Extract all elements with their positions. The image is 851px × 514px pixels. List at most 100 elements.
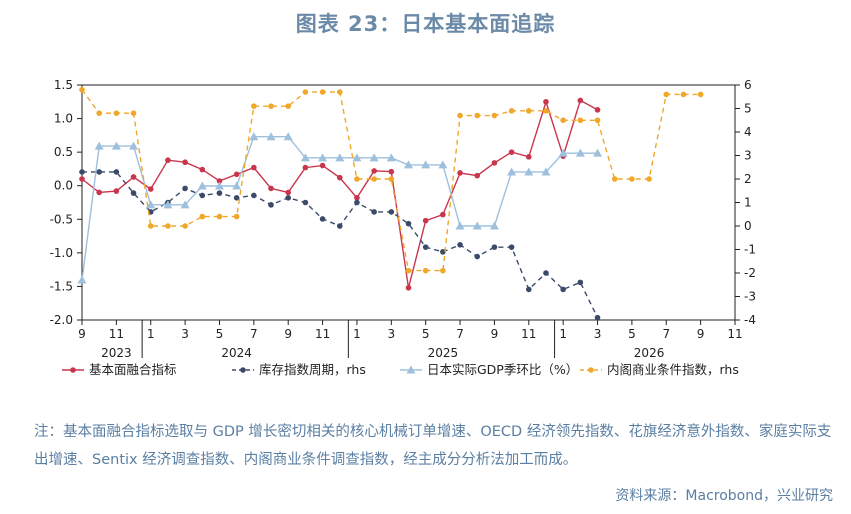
data-point xyxy=(113,188,120,194)
source-note: 资料来源：Macrobond，兴业研究 xyxy=(615,488,833,504)
legend-label: 内阁商业条件指数，rhs xyxy=(607,362,739,377)
data-point xyxy=(354,176,360,182)
x-tick-label: 5 xyxy=(422,327,430,341)
data-point xyxy=(525,154,532,160)
data-point xyxy=(354,199,360,206)
year-label: 2023 xyxy=(101,346,132,360)
x-tick-label: 11 xyxy=(109,327,124,341)
right-tick-label: 2 xyxy=(744,172,752,186)
data-point xyxy=(663,91,670,98)
left-tick-label: -0.5 xyxy=(50,212,73,226)
data-point xyxy=(199,192,206,199)
left-tick-label: -1.5 xyxy=(50,279,73,293)
data-point xyxy=(130,190,137,196)
data-point xyxy=(300,153,310,162)
x-tick-label: 7 xyxy=(250,327,258,341)
x-tick-label: 3 xyxy=(594,327,602,341)
data-point xyxy=(491,112,498,119)
right-tick-label: 4 xyxy=(744,125,752,139)
data-point xyxy=(577,117,584,124)
data-point xyxy=(577,279,584,286)
data-point xyxy=(111,141,121,150)
data-point xyxy=(577,97,584,104)
right-tick-label: -4 xyxy=(744,313,756,327)
data-point xyxy=(560,117,566,124)
left-tick-label: -2.0 xyxy=(50,313,73,327)
data-point xyxy=(233,213,240,220)
data-point xyxy=(680,91,687,98)
left-tick-label: 1.5 xyxy=(54,78,73,92)
x-tick-label: 3 xyxy=(387,327,395,341)
data-point xyxy=(163,200,173,209)
data-point xyxy=(474,172,481,179)
legend-item: 库存指数周期，rhs xyxy=(232,362,366,377)
legend-label: 日本实际GDP季环比（%） xyxy=(427,362,578,377)
x-tick-label: 9 xyxy=(284,327,292,341)
data-point xyxy=(421,160,431,169)
data-point xyxy=(474,112,481,119)
right-y-axis: 6 5 4 3 2 1 0 -1 -2 -3 -4 xyxy=(735,78,756,327)
data-point xyxy=(474,253,481,260)
right-tick-label: 0 xyxy=(744,219,752,233)
data-point xyxy=(543,108,549,114)
data-point xyxy=(388,209,395,215)
series-layer xyxy=(77,86,704,321)
data-point xyxy=(182,185,188,192)
x-tick-label: 7 xyxy=(456,327,464,341)
data-point xyxy=(147,186,154,192)
data-point xyxy=(251,164,257,171)
series-1 xyxy=(79,97,601,291)
data-point xyxy=(422,217,429,224)
data-point xyxy=(335,153,345,162)
data-point xyxy=(646,176,652,182)
data-point xyxy=(405,284,412,291)
data-point xyxy=(336,174,343,181)
data-point xyxy=(180,200,190,209)
data-point xyxy=(371,176,377,182)
legend-item: 基本面融合指标 xyxy=(62,362,177,377)
data-point xyxy=(216,190,223,196)
data-point xyxy=(232,181,242,190)
data-point xyxy=(216,178,223,184)
legend-marker xyxy=(406,365,416,374)
data-point xyxy=(472,221,482,230)
year-label: 2024 xyxy=(221,346,252,360)
right-tick-label: 3 xyxy=(744,149,752,163)
left-y-axis: 1.5 1.0 0.5 0.0 -0.5 -1.0 -1.5 -2.0 xyxy=(50,78,82,327)
data-point xyxy=(129,141,139,150)
data-point xyxy=(489,221,499,230)
data-point xyxy=(508,149,515,155)
series-2 xyxy=(79,169,601,321)
data-point xyxy=(302,164,309,171)
data-point xyxy=(197,181,207,190)
data-point xyxy=(369,153,379,162)
x-tick-label: 1 xyxy=(353,327,361,341)
x-tick-label: 7 xyxy=(662,327,670,341)
data-point xyxy=(440,267,446,274)
data-point xyxy=(283,132,293,141)
data-point xyxy=(594,314,601,321)
chart: 1.5 1.0 0.5 0.0 -0.5 -1.0 -1.5 -2.0 6 5 4 3 2 1 0 -1 -2… xyxy=(50,78,756,377)
data-point xyxy=(575,148,585,157)
data-point xyxy=(165,223,171,229)
data-point xyxy=(543,270,549,276)
x-tick-label: 9 xyxy=(491,327,499,341)
legend-item: 日本实际GDP季环比（%） xyxy=(400,362,578,377)
data-point xyxy=(438,160,448,169)
x-tick-label: 3 xyxy=(181,327,189,341)
data-point xyxy=(146,200,156,209)
legend-label: 基本面融合指标 xyxy=(89,362,177,377)
data-point xyxy=(251,103,257,109)
data-point xyxy=(214,181,224,190)
data-point xyxy=(440,249,446,255)
data-point xyxy=(508,244,515,250)
data-point xyxy=(318,153,328,162)
legend: 基本面融合指标 库存指数周期，rhs 日本实际GDP季环比（%） 内阁商业条件指数，r… xyxy=(62,362,739,377)
right-tick-label: -3 xyxy=(744,290,756,304)
data-point xyxy=(96,189,102,196)
legend-marker xyxy=(588,367,594,373)
x-tick-label: 9 xyxy=(78,327,86,341)
year-label: 2026 xyxy=(634,346,665,360)
data-point xyxy=(233,171,240,178)
data-point xyxy=(113,110,120,116)
